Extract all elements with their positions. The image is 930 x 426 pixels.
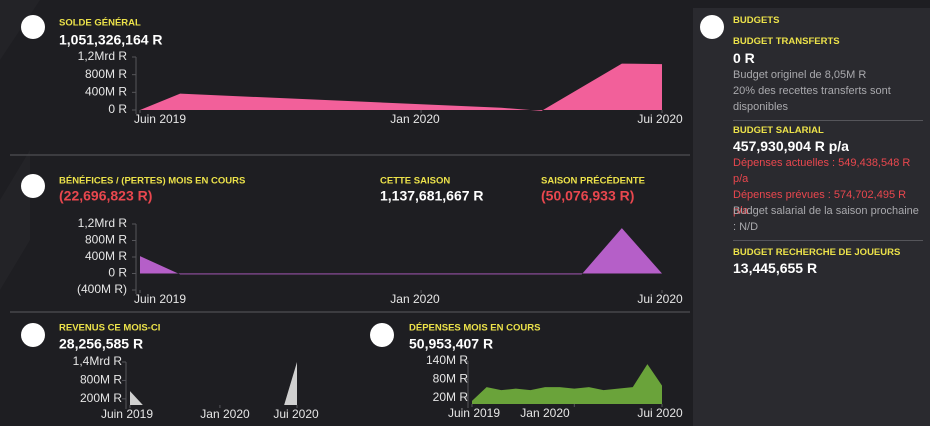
y-tick-label: 400M R [85, 85, 127, 99]
x-tick-label: Juin 2019 [134, 112, 186, 126]
x-tick-label: Juin 2019 [134, 292, 186, 306]
y-tick-label: 1,2Mrd R [78, 49, 128, 63]
y-tick-label: 0 R [108, 266, 127, 280]
area [140, 228, 662, 275]
x-tick-label: Jui 2020 [273, 407, 319, 421]
budgets-icon [700, 15, 724, 39]
y-tick-label: 200M R [80, 391, 122, 405]
expenses-icon [370, 323, 394, 347]
section-label: SOLDE GÉNÉRAL [59, 18, 141, 29]
y-tick-label: 140M R [426, 353, 468, 367]
section-value: 1,137,681,667 R [380, 188, 484, 204]
x-tick-label: Jui 2020 [637, 406, 683, 420]
x-tick-label: Juin 2019 [448, 406, 500, 420]
budget-value: 457,930,904 R p/a [733, 138, 849, 154]
y-tick-label: 80M R [433, 372, 469, 386]
budget-current: Dépenses actuelles : 549,438,548 R p/a [733, 157, 911, 185]
area [130, 362, 297, 405]
y-tick-label: 20M R [433, 390, 469, 404]
x-tick-label: Jan 2020 [200, 407, 250, 421]
y-tick-label: 800M R [80, 373, 122, 387]
budget-label: BUDGET RECHERCHE DE JOUEURS [733, 247, 901, 258]
finance-overview: SOLDE GÉNÉRAL 1,051,326,164 R BÉNÉFICES … [0, 0, 690, 422]
separator [733, 240, 923, 241]
section-value: 28,256,585 R [59, 336, 143, 352]
y-tick-label: 800M R [85, 233, 127, 247]
budget-projected: Dépenses prévues : 574,702,495 R p/a [733, 189, 907, 217]
y-tick-label: 1,4Mrd R [73, 354, 123, 368]
area [140, 63, 662, 111]
section-value: (22,696,823 R) [59, 188, 152, 204]
y-tick-label: 400M R [85, 249, 127, 263]
budget-value: 13,445,655 R [733, 260, 818, 276]
section-label: SAISON PRÉCÉDENTE [541, 176, 645, 187]
income-icon [21, 323, 45, 347]
section-value: 1,051,326,164 R [59, 32, 163, 48]
budgets-icon-wrap [700, 15, 724, 39]
budget-note: Budget originel de 8,05M R [733, 69, 867, 81]
x-tick-label: Jan 2020 [520, 406, 570, 420]
y-tick-label: (400M R) [77, 282, 127, 296]
budget-note: 20% des recettes transferts sont disponi… [733, 85, 891, 113]
section-label: CETTE SAISON [380, 176, 450, 187]
section-label: DÉPENSES MOIS EN COURS [409, 323, 540, 334]
x-tick-label: Jui 2020 [637, 112, 683, 126]
separator [733, 120, 923, 121]
bg-stripe [0, 0, 40, 60]
x-tick-label: Jui 2020 [637, 292, 683, 306]
balance-icon [21, 15, 45, 39]
x-tick-label: Jan 2020 [390, 112, 440, 126]
section-label: REVENUS CE MOIS-CI [59, 323, 160, 334]
x-tick-label: Juin 2019 [101, 407, 153, 421]
y-tick-label: 0 R [108, 102, 127, 116]
section-value: 50,953,407 R [409, 336, 493, 352]
profit-icon [21, 174, 45, 198]
area [472, 364, 662, 404]
y-tick-label: 1,2Mrd R [78, 216, 128, 230]
bg-stripe [0, 150, 30, 290]
budget-note: Budget salarial de la saison prochaine :… [733, 205, 919, 233]
budget-label: BUDGET SALARIAL [733, 125, 824, 136]
y-tick-label: 800M R [85, 67, 127, 81]
x-tick-label: Jan 2020 [390, 292, 440, 306]
section-value: (50,076,933 R) [541, 188, 634, 204]
panel-title: BUDGETS [733, 15, 780, 26]
budget-value: 0 R [733, 50, 755, 66]
budgets-panel: BUDGETS BUDGET TRANSFERTS 0 R Budget ori… [693, 8, 930, 426]
budget-label: BUDGET TRANSFERTS [733, 36, 840, 47]
section-label: BÉNÉFICES / (PERTES) MOIS EN COURS [59, 176, 245, 187]
